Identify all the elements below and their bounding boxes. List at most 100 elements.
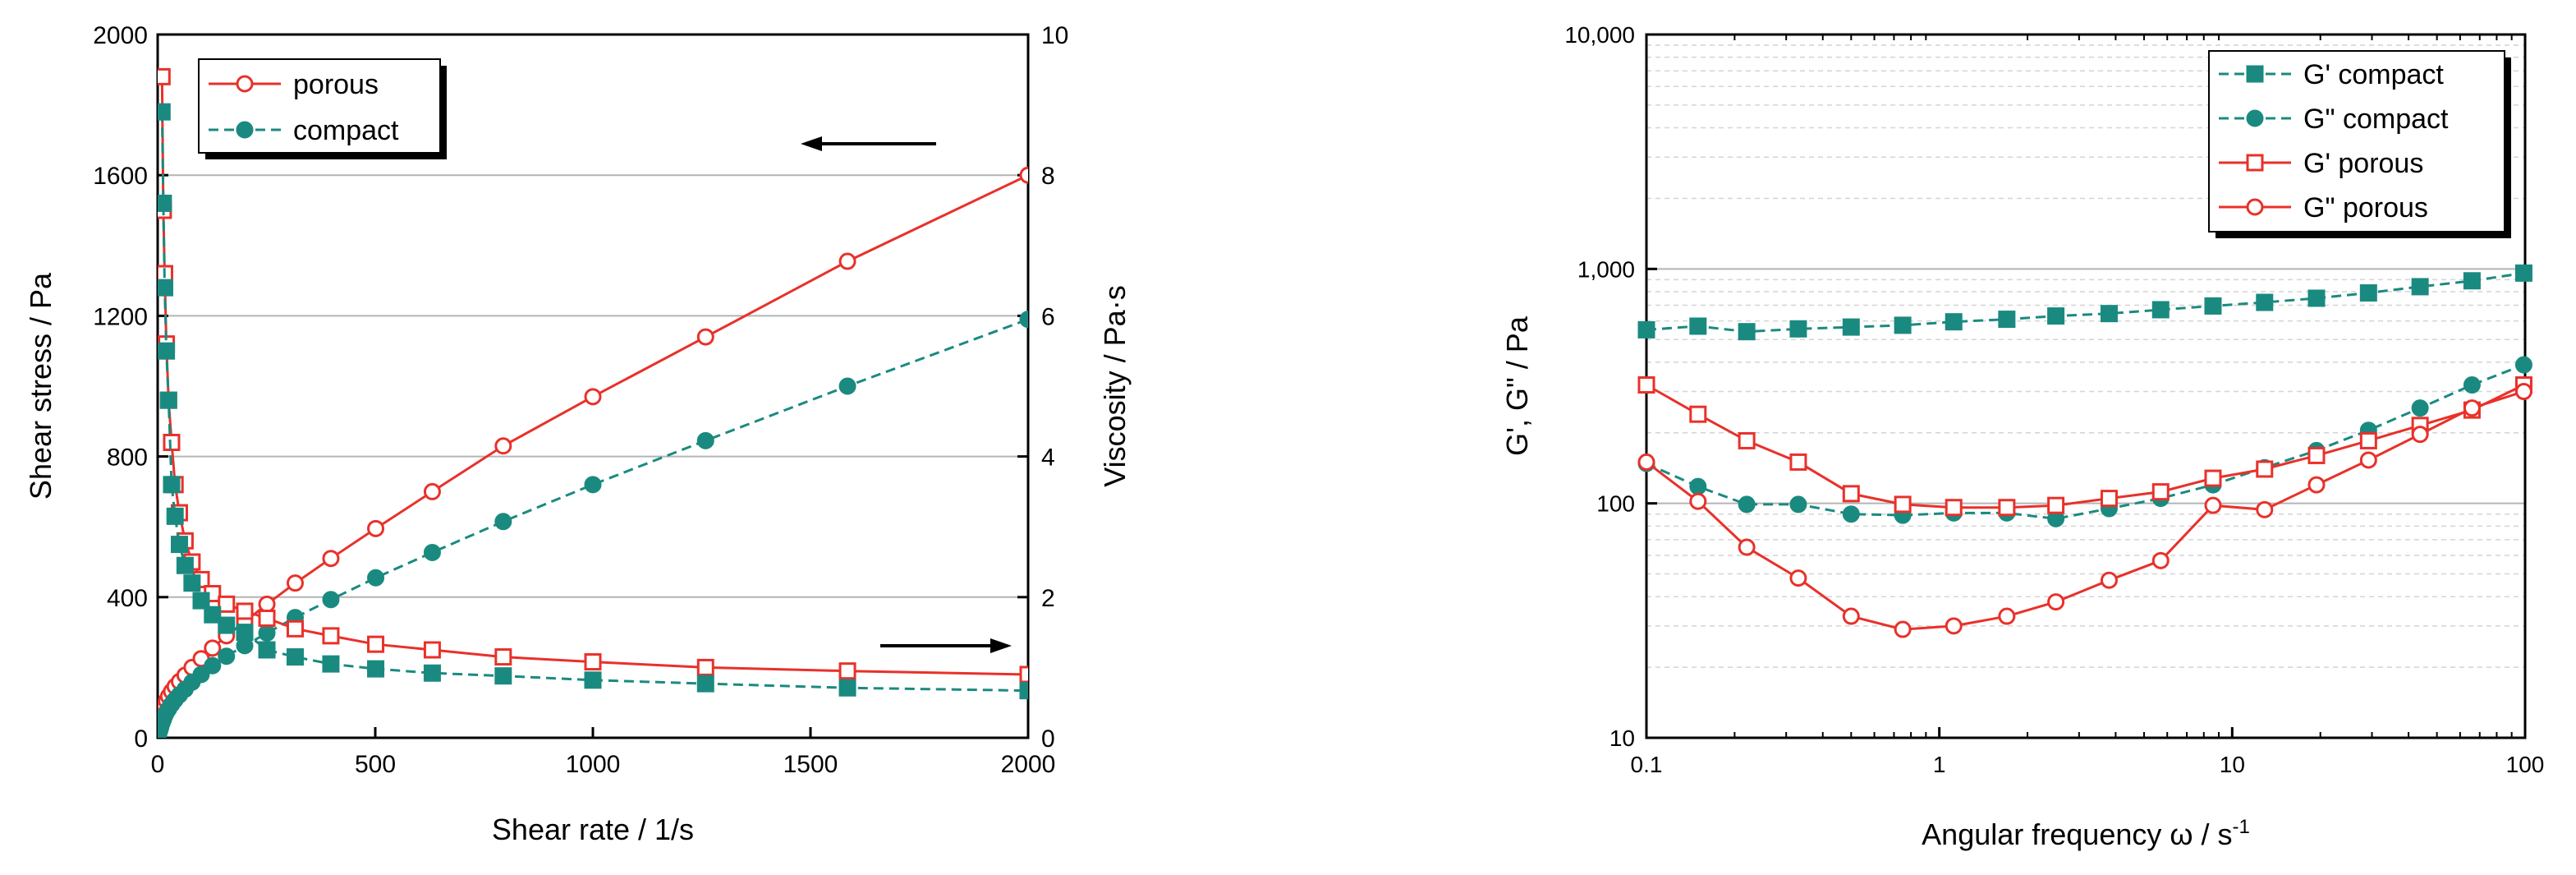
legend-label-compact: compact	[293, 115, 399, 146]
data-point-porous-right	[236, 602, 254, 620]
y-axis-title: Shear stress / Pa	[24, 272, 57, 500]
data-point-compact-right	[159, 391, 177, 409]
frequency-sweep-chart: 0.1 1 10 100 10 100 1,000 10,000 Angular frequen…	[1500, 22, 2544, 851]
data-point-G" compact	[1842, 505, 1860, 523]
data-point-G" porous	[2514, 383, 2532, 401]
data-point-G' compact	[2514, 264, 2532, 282]
legend-box	[198, 58, 441, 154]
legend-marker-G' porous	[2246, 154, 2264, 172]
data-point-porous-left	[1019, 166, 1028, 184]
x-tick-label: 1500	[783, 751, 838, 778]
annotation-arrow-left-head	[801, 136, 822, 151]
x-tick-label: 0.1	[1631, 752, 1663, 777]
data-point-G" porous	[2411, 426, 2429, 444]
data-point-G' compact	[1998, 311, 2016, 329]
legend-marker-porous	[236, 75, 254, 93]
data-point-compact-right	[696, 675, 714, 693]
legend-label-G" compact: G" compact	[2303, 104, 2449, 135]
data-point-compact-right	[158, 194, 172, 212]
data-point-compact-right	[258, 641, 276, 659]
legend-label-porous: porous	[293, 69, 379, 100]
y2-tick-label: 8	[1041, 163, 1055, 190]
y-tick-label: 0	[134, 725, 148, 753]
data-point-porous-right	[258, 609, 276, 627]
x-tick-label: 2000	[1001, 751, 1056, 778]
y-tick-label: 10,000	[1564, 22, 1635, 48]
data-point-G' compact	[1789, 320, 1807, 338]
data-point-G' compact	[2100, 305, 2118, 323]
data-point-G' porous	[1945, 499, 1963, 517]
data-point-G' compact	[1637, 320, 1655, 338]
data-point-G' porous	[1998, 499, 2016, 517]
data-point-compact-right	[204, 606, 222, 624]
data-point-compact-right	[158, 279, 173, 297]
y-tick-label: 100	[1596, 491, 1635, 517]
x-axis-title: Shear rate / 1/s	[492, 813, 694, 846]
x-tick-label: 1000	[566, 751, 621, 778]
y-tick-label: 1200	[93, 303, 148, 330]
y2-tick-label: 2	[1041, 585, 1055, 612]
data-point-G" porous	[1689, 492, 1707, 510]
data-point-G' porous	[2359, 431, 2377, 449]
y-tick-label: 2000	[93, 22, 148, 49]
data-point-G' porous	[2047, 496, 2065, 514]
data-point-G" porous	[2463, 399, 2481, 417]
data-point-porous-right	[696, 658, 714, 676]
x-tick-label: 0	[151, 751, 165, 778]
data-point-porous-right	[423, 641, 441, 659]
data-point-porous-right	[158, 67, 171, 85]
y2-tick-label: 10	[1041, 22, 1068, 49]
data-point-compact-right	[367, 660, 385, 678]
data-point-porous-left	[258, 595, 276, 613]
data-point-G' porous	[1894, 495, 1912, 513]
data-point-porous-left	[423, 482, 441, 500]
data-point-compact-right	[236, 624, 254, 642]
legend-label-G" porous: G" porous	[2303, 192, 2428, 223]
series-line-G" compact	[1646, 363, 2524, 520]
data-point-G" porous	[2047, 593, 2065, 611]
data-point-porous-right	[367, 635, 385, 653]
data-point-G" porous	[2307, 476, 2326, 494]
data-point-compact-left	[192, 665, 210, 684]
data-point-compact-right	[166, 507, 184, 525]
data-point-compact-left	[258, 624, 276, 642]
data-point-G' compact	[2411, 278, 2429, 296]
data-point-compact-right	[584, 671, 602, 689]
data-point-G' porous	[1842, 485, 1860, 503]
data-point-compact-right	[158, 342, 176, 360]
x-tick-label: 10	[2220, 752, 2245, 777]
legend-marker-G' compact	[2246, 65, 2264, 83]
legend-label-G' porous: G' porous	[2303, 148, 2423, 179]
data-point-G' porous	[1738, 431, 1756, 449]
legend-marker-G" compact	[2246, 109, 2264, 127]
data-point-porous-right	[838, 662, 856, 680]
series-line-G" porous	[1646, 390, 2524, 631]
data-point-G' porous	[1637, 376, 1655, 394]
x-axis-title: Angular frequency ω / s-1	[1922, 816, 2250, 851]
data-point-G" compact	[1789, 495, 1807, 513]
series-line-G' porous	[1646, 384, 2525, 509]
x-tick-label: 100	[2506, 752, 2545, 777]
data-point-compact-left	[322, 591, 340, 609]
data-point-compact-left	[367, 569, 385, 587]
data-point-G' compact	[1842, 318, 1860, 336]
data-point-G' compact	[2256, 293, 2274, 311]
data-point-G" compact	[2514, 356, 2532, 374]
data-point-G" porous	[2256, 500, 2274, 518]
y-tick-label: 1,000	[1577, 256, 1635, 282]
data-point-porous-left	[204, 639, 222, 657]
data-point-G" compact	[1738, 495, 1756, 513]
data-point-G" porous	[2151, 551, 2170, 569]
data-point-G' porous	[2100, 490, 2118, 508]
data-point-porous-left	[367, 519, 385, 537]
data-point-compact-left	[584, 476, 602, 494]
data-point-porous-right	[322, 627, 340, 645]
data-point-porous-left	[322, 550, 340, 568]
data-point-G' compact	[1738, 323, 1756, 341]
legend-marker-compact	[236, 121, 254, 139]
data-point-G" porous	[2204, 496, 2222, 514]
data-point-G' porous	[2307, 446, 2326, 464]
data-point-compact-right	[218, 616, 236, 634]
y-tick-label: 1600	[93, 163, 148, 190]
